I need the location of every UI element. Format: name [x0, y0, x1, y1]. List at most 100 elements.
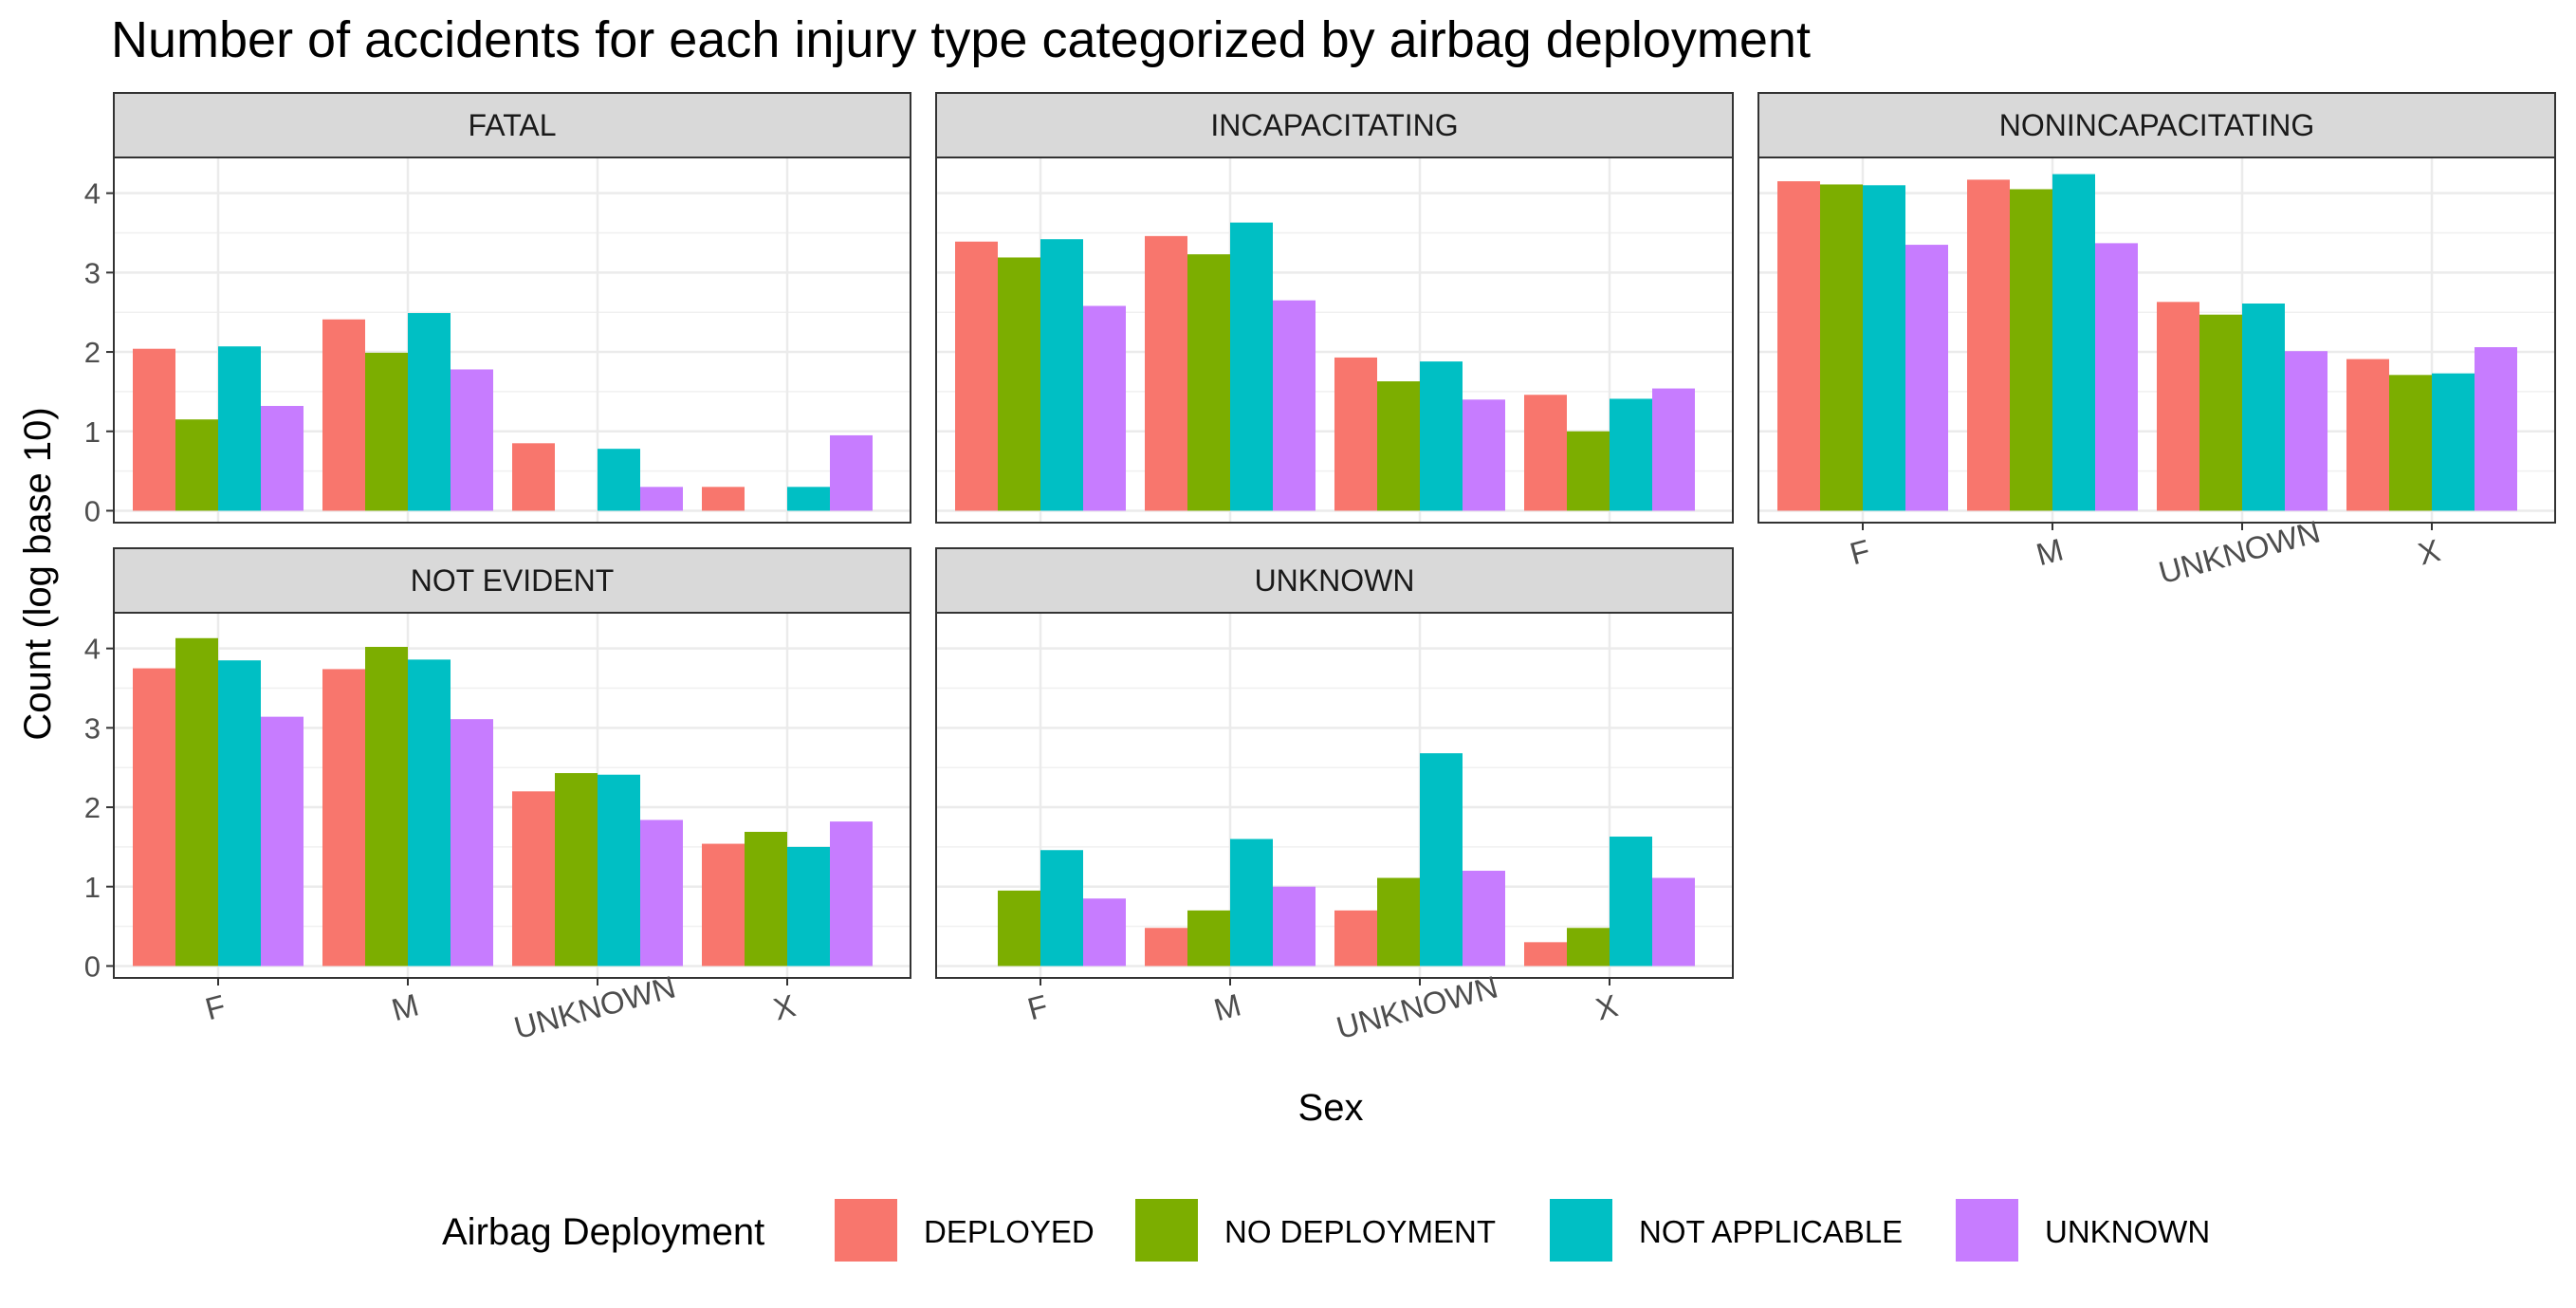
- panel-border: [113, 157, 911, 524]
- bar: [1040, 850, 1083, 967]
- chart-title: Number of accidents for each injury type…: [111, 11, 1811, 68]
- x-tick-label: F: [1846, 532, 1873, 571]
- x-tick-label: F: [201, 987, 229, 1026]
- y-tick-label: 4: [84, 633, 101, 666]
- x-axis-title: Sex: [1298, 1087, 1364, 1129]
- bar: [2389, 375, 2432, 511]
- y-tick-label: 4: [84, 177, 101, 211]
- bar: [1334, 357, 1377, 511]
- bar: [598, 774, 640, 967]
- bar: [1273, 300, 1316, 511]
- facet-panel: FATAL 0 1 2 3 4: [84, 92, 911, 527]
- panel-border: [1757, 157, 2556, 524]
- legend-label: DEPLOYED: [924, 1214, 1095, 1249]
- bar: [787, 846, 830, 967]
- bar: [830, 821, 873, 967]
- bar: [787, 487, 830, 511]
- bar: [2095, 243, 2138, 511]
- legend-label: NOT APPLICABLE: [1639, 1214, 1903, 1249]
- bar: [365, 352, 408, 511]
- facet-strip-label: INCAPACITATING: [1210, 108, 1458, 142]
- bar: [998, 890, 1040, 967]
- bar: [408, 313, 451, 511]
- x-tick-label: X: [770, 987, 800, 1026]
- bar: [1863, 185, 1905, 511]
- bar: [1652, 388, 1695, 511]
- bar: [322, 319, 365, 511]
- bar: [1524, 942, 1567, 967]
- y-tick-label: 3: [84, 256, 101, 289]
- bar: [1420, 361, 1463, 511]
- legend-key: [1550, 1199, 1612, 1262]
- bar: [1777, 181, 1820, 511]
- legend: Airbag Deployment DEPLOYED NO DEPLOYMENT N…: [442, 1199, 2210, 1262]
- bar: [640, 487, 683, 511]
- facet-strip: [113, 547, 911, 614]
- bar: [1567, 928, 1610, 967]
- facet-strip-label: UNKNOWN: [1255, 563, 1415, 598]
- bar: [2157, 302, 2199, 511]
- facet-strip-label: NONINCAPACITATING: [1999, 108, 2314, 142]
- y-tick-label: 1: [84, 415, 101, 449]
- bar: [1463, 871, 1505, 967]
- bar: [955, 241, 998, 511]
- facet-panel: UNKNOWN F M UNKNOWN X: [935, 547, 1734, 1045]
- bar: [512, 791, 555, 967]
- bar: [133, 348, 175, 511]
- bar: [2242, 304, 2285, 511]
- bar: [1145, 928, 1187, 967]
- bar: [1420, 753, 1463, 967]
- bar: [1610, 837, 1652, 967]
- x-tick-label: UNKNOWN: [510, 968, 679, 1045]
- bar: [261, 405, 304, 511]
- facet-strip-label: FATAL: [468, 108, 556, 142]
- bar: [175, 637, 218, 967]
- bar: [1187, 910, 1230, 967]
- bar: [1145, 235, 1187, 511]
- bar: [1377, 381, 1420, 511]
- bar: [365, 646, 408, 967]
- x-tick-label: UNKNOWN: [2155, 513, 2324, 590]
- bar: [261, 716, 304, 967]
- bar: [1377, 877, 1420, 967]
- facet-panel: NONINCAPACITATING F M UNKNOWN X: [1757, 92, 2556, 590]
- facet-strip: [1757, 92, 2556, 158]
- bar: [555, 773, 598, 967]
- facet-panels: FATAL 0 1 2 3 4 INCAPACITATING NONINCAPACITATIN…: [84, 92, 2556, 1045]
- y-tick-label: 2: [84, 336, 101, 369]
- bar: [998, 257, 1040, 511]
- bar: [702, 487, 745, 511]
- x-tick-label: M: [1210, 986, 1244, 1027]
- y-tick-label: 3: [84, 711, 101, 745]
- y-tick-label: 2: [84, 791, 101, 824]
- bar: [702, 843, 745, 967]
- bar: [1463, 399, 1505, 511]
- y-axis-title: Count (log base 10): [17, 407, 59, 740]
- facet-panel: NOT EVIDENT 0 1 2 3 4 F M UNKNOWN X: [84, 547, 911, 1045]
- x-tick-label: F: [1023, 987, 1051, 1026]
- legend-key: [1135, 1199, 1198, 1262]
- panel-border: [113, 612, 911, 979]
- bar: [1083, 305, 1126, 511]
- bar: [1040, 239, 1083, 511]
- legend-key: [1956, 1199, 2018, 1262]
- y-tick-label: 0: [84, 494, 101, 527]
- legend-title: Airbag Deployment: [442, 1211, 764, 1253]
- bar: [1524, 395, 1567, 511]
- facet-strip-label: NOT EVIDENT: [411, 563, 615, 598]
- y-tick-label: 0: [84, 949, 101, 983]
- bar: [1230, 838, 1273, 967]
- x-tick-label: UNKNOWN: [1333, 968, 1501, 1045]
- facet-strip: [935, 547, 1734, 614]
- legend-label: NO DEPLOYMENT: [1224, 1214, 1496, 1249]
- bar: [1230, 222, 1273, 511]
- bar: [512, 443, 555, 511]
- bar: [1567, 431, 1610, 511]
- x-tick-label: M: [388, 986, 422, 1027]
- bar: [451, 369, 493, 511]
- bar: [2475, 347, 2517, 511]
- facet-panel: INCAPACITATING: [935, 92, 1734, 524]
- bar: [1905, 245, 1948, 511]
- y-tick-label: 1: [84, 871, 101, 904]
- bar: [830, 434, 873, 511]
